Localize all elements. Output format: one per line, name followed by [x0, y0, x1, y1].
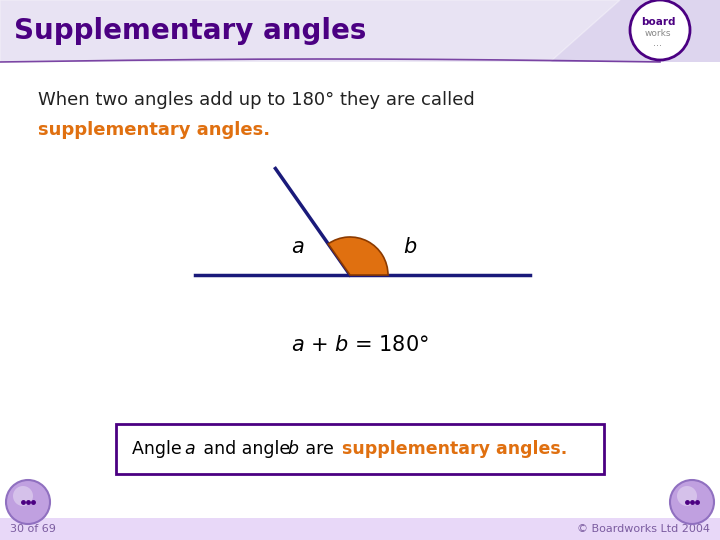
Text: are: are — [300, 440, 339, 458]
Circle shape — [13, 486, 33, 506]
Text: Angle: Angle — [132, 440, 187, 458]
Polygon shape — [0, 0, 620, 62]
Text: board: board — [641, 17, 675, 27]
Text: © Boardworks Ltd 2004: © Boardworks Ltd 2004 — [577, 524, 710, 534]
Text: 30 of 69: 30 of 69 — [10, 524, 56, 534]
Text: ...: ... — [654, 38, 662, 48]
Text: supplementary angles.: supplementary angles. — [38, 121, 270, 139]
Text: $\mathit{b}$: $\mathit{b}$ — [287, 440, 300, 458]
Circle shape — [6, 480, 50, 524]
Circle shape — [630, 0, 690, 60]
FancyBboxPatch shape — [116, 424, 604, 474]
Circle shape — [670, 480, 714, 524]
Text: works: works — [644, 29, 671, 37]
Wedge shape — [328, 237, 388, 275]
Bar — [0, 0, 720, 62]
Bar — [0, 518, 720, 540]
Text: supplementary angles.: supplementary angles. — [342, 440, 567, 458]
Text: $\mathit{a}$: $\mathit{a}$ — [184, 440, 196, 458]
Text: $\mathit{a}$ + $\mathit{b}$ = 180°: $\mathit{a}$ + $\mathit{b}$ = 180° — [291, 335, 429, 355]
Circle shape — [677, 486, 697, 506]
Text: Supplementary angles: Supplementary angles — [14, 17, 366, 45]
Text: $\mathit{a}$: $\mathit{a}$ — [292, 237, 305, 257]
Text: $\mathit{b}$: $\mathit{b}$ — [403, 237, 417, 257]
Text: When two angles add up to 180° they are called: When two angles add up to 180° they are … — [38, 91, 474, 109]
Text: and angle: and angle — [198, 440, 296, 458]
